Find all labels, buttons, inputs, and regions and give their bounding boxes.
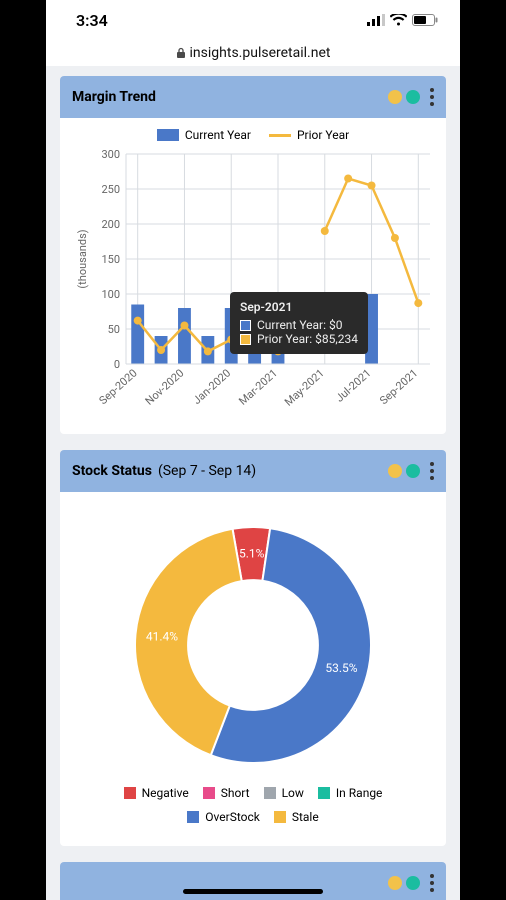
svg-text:50: 50 bbox=[108, 323, 120, 336]
dot-teal-icon bbox=[406, 464, 420, 478]
svg-text:250: 250 bbox=[101, 183, 120, 196]
svg-text:300: 300 bbox=[101, 148, 120, 161]
header-status-dots bbox=[388, 464, 420, 478]
phone-frame: 3:34 insights.pulseretail.net Margin Tre… bbox=[46, 0, 460, 900]
cellular-icon bbox=[367, 14, 385, 26]
battery-icon bbox=[412, 14, 438, 26]
lock-icon bbox=[176, 47, 186, 59]
card-menu-button[interactable] bbox=[430, 874, 434, 892]
margin-trend-card: Margin Trend Current Year Prior Year 0 50 1… bbox=[60, 76, 446, 434]
status-indicators bbox=[367, 14, 438, 26]
margin-trend-chart[interactable]: 0 50 100 150 200 250 300 Sep-2020Nov-2020Jan-20… bbox=[70, 146, 436, 426]
card-title: Stock Status bbox=[72, 463, 152, 479]
header-status-dots bbox=[388, 876, 420, 890]
wifi-icon bbox=[390, 14, 407, 26]
svg-text:200: 200 bbox=[101, 218, 120, 231]
stock-status-chart[interactable]: 5.1% 53.5% 41.4% bbox=[70, 510, 436, 780]
svg-text:150: 150 bbox=[101, 253, 120, 266]
svg-text:41.4%: 41.4% bbox=[146, 629, 178, 643]
svg-text:Mar-2021: Mar-2021 bbox=[236, 367, 280, 408]
dot-yellow-icon bbox=[388, 876, 402, 890]
margin-trend-legend: Current Year Prior Year bbox=[70, 128, 436, 142]
dot-teal-icon bbox=[406, 876, 420, 890]
legend-item[interactable]: Low bbox=[264, 786, 304, 800]
svg-text:May-2021: May-2021 bbox=[282, 367, 327, 409]
next-card-peek bbox=[60, 862, 446, 900]
svg-text:Sep-2020: Sep-2020 bbox=[97, 367, 140, 408]
legend-item[interactable]: OverStock bbox=[187, 810, 260, 824]
svg-text:(thousands): (thousands) bbox=[76, 229, 89, 288]
card-subtitle: (Sep 7 - Sep 14) bbox=[158, 463, 256, 479]
dot-yellow-icon bbox=[388, 90, 402, 104]
page-content: Margin Trend Current Year Prior Year 0 50 1… bbox=[46, 66, 460, 900]
home-indicator[interactable] bbox=[183, 889, 323, 894]
legend-item[interactable]: Short bbox=[203, 786, 250, 800]
margin-trend-header: Margin Trend bbox=[60, 76, 446, 118]
legend-item[interactable]: Current Year bbox=[157, 128, 251, 142]
status-bar: 3:34 bbox=[46, 0, 460, 40]
svg-text:Nov-2020: Nov-2020 bbox=[143, 367, 187, 408]
svg-text:5.1%: 5.1% bbox=[239, 547, 265, 561]
svg-text:100: 100 bbox=[101, 288, 120, 301]
stock-status-body: 5.1% 53.5% 41.4% Negative Short Low In Range O… bbox=[60, 492, 446, 846]
legend-item[interactable]: Negative bbox=[124, 786, 189, 800]
svg-text:Jan-2020: Jan-2020 bbox=[190, 367, 233, 407]
stock-status-card: Stock Status (Sep 7 - Sep 14) 5.1% 53.5% 4… bbox=[60, 450, 446, 846]
svg-text:0: 0 bbox=[114, 358, 120, 371]
dot-teal-icon bbox=[406, 90, 420, 104]
card-title: Margin Trend bbox=[72, 89, 156, 105]
svg-text:Jul-2021: Jul-2021 bbox=[333, 367, 373, 405]
header-status-dots bbox=[388, 90, 420, 104]
card-menu-button[interactable] bbox=[430, 88, 434, 106]
stock-status-legend: Negative Short Low In Range OverStock Stale bbox=[70, 780, 436, 838]
browser-address-bar[interactable]: insights.pulseretail.net bbox=[46, 40, 460, 66]
svg-text:53.5%: 53.5% bbox=[325, 661, 357, 675]
browser-url: insights.pulseretail.net bbox=[190, 45, 331, 61]
legend-item[interactable]: Stale bbox=[274, 810, 319, 824]
svg-text:Sep-2021: Sep-2021 bbox=[377, 367, 420, 408]
legend-item[interactable]: In Range bbox=[318, 786, 383, 800]
card-menu-button[interactable] bbox=[430, 462, 434, 480]
stock-status-header: Stock Status (Sep 7 - Sep 14) bbox=[60, 450, 446, 492]
margin-trend-body: Current Year Prior Year 0 50 100 150 200 250 30… bbox=[60, 118, 446, 434]
legend-item[interactable]: Prior Year bbox=[269, 128, 349, 142]
next-card-header bbox=[60, 862, 446, 900]
dot-yellow-icon bbox=[388, 464, 402, 478]
status-time: 3:34 bbox=[76, 11, 108, 30]
